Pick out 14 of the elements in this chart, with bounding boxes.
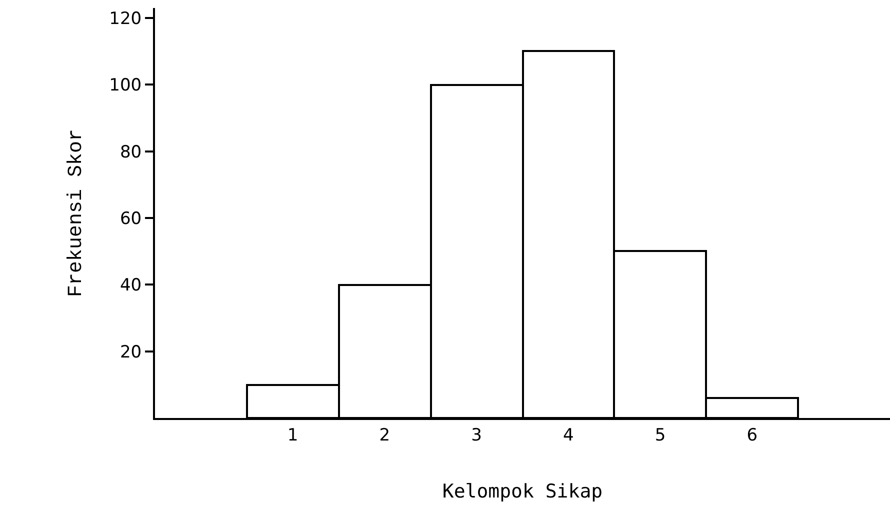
x-tick-label: 3: [471, 425, 482, 446]
x-tick-label: 6: [746, 425, 758, 446]
y-axis-title: Frekuensi Skor: [65, 128, 88, 298]
y-tick-label: 60: [120, 208, 142, 229]
x-tick-label: 2: [379, 425, 390, 446]
y-tick-label: 100: [109, 76, 142, 96]
x-axis-title: Kelompok Sikap: [442, 480, 603, 503]
y-tick-label: 80: [120, 142, 142, 162]
y-tick-label: 40: [120, 276, 142, 296]
x-tick-label: 5: [654, 425, 666, 446]
y-tick-label: 20: [120, 342, 142, 362]
y-tick-label: 120: [109, 8, 142, 29]
x-tick-label: 4: [563, 425, 574, 446]
x-tick-label: 1: [287, 425, 298, 446]
